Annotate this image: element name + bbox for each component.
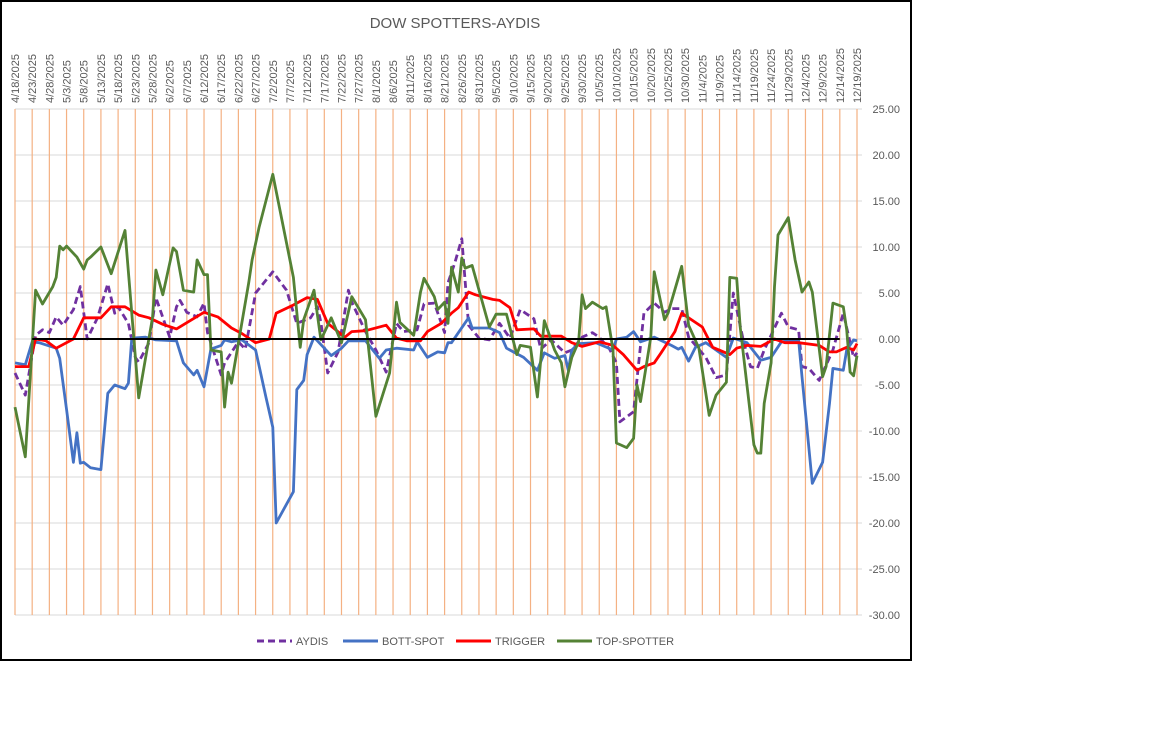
x-tick-label: 4/18/2025 (10, 54, 22, 103)
x-tick-label: 8/1/2025 (371, 60, 383, 103)
x-tick-label: 9/15/2025 (526, 54, 538, 103)
x-tick-label: 7/17/2025 (319, 54, 331, 103)
x-tick-label: 12/4/2025 (800, 54, 812, 103)
legend-label: TRIGGER (495, 636, 545, 648)
x-axis-ticks: 4/18/2025 4/23/2025 4/28/2025 5/3/2025 5/8/2… (10, 48, 864, 103)
x-tick-label: 9/5/2025 (491, 60, 503, 103)
y-tick-label: 15.00 (872, 196, 900, 208)
x-tick-label: 11/9/2025 (715, 55, 727, 103)
x-tick-label: 6/7/2025 (182, 60, 194, 103)
x-tick-label: 8/21/2025 (440, 54, 452, 103)
series-line-bott-spot (14, 316, 858, 525)
x-tick-label: 7/7/2025 (285, 60, 297, 103)
x-tick-label: 10/15/2025 (629, 48, 641, 103)
x-tick-label: 4/28/2025 (44, 54, 56, 103)
series-line-top-spotter (13, 172, 859, 459)
x-tick-label: 11/19/2025 (749, 49, 761, 103)
y-tick-label: -20.00 (869, 518, 900, 530)
y-tick-label: -10.00 (869, 426, 900, 438)
x-tick-label: 11/14/2025 (732, 49, 744, 103)
x-tick-label: 12/14/2025 (835, 48, 847, 103)
x-tick-label: 7/22/2025 (336, 54, 348, 103)
x-tick-label: 10/10/2025 (611, 48, 623, 103)
x-tick-label: 11/24/2025 (766, 49, 778, 103)
x-tick-label: 7/27/2025 (354, 54, 366, 103)
x-tick-label: 9/10/2025 (508, 54, 520, 103)
x-tick-label: 5/23/2025 (130, 54, 142, 103)
x-tick-label: 12/19/2025 (852, 48, 864, 103)
y-tick-label: 10.00 (872, 242, 900, 254)
x-tick-label: 7/12/2025 (302, 54, 314, 103)
series-lines (13, 172, 859, 525)
legend-label: AYDIS (296, 636, 328, 648)
y-axis-ticks: 25.00 20.00 15.00 10.00 5.00 0.00 -5.00 -10.00 -… (869, 104, 900, 622)
x-tick-label: 5/8/2025 (79, 60, 91, 103)
x-tick-label: 8/16/2025 (422, 54, 434, 103)
legend-label: BOTT-SPOT (382, 636, 445, 648)
x-tick-label: 10/30/2025 (680, 48, 692, 103)
x-tick-label: 8/26/2025 (457, 54, 469, 103)
x-tick-label: 11/4/2025 (697, 55, 709, 103)
x-tick-label: 4/23/2025 (27, 54, 39, 103)
x-tick-label: 8/11/2025 (405, 55, 417, 103)
x-tick-label: 10/25/2025 (663, 48, 675, 103)
y-tick-label: 25.00 (872, 104, 900, 116)
chart-title: DOW SPOTTERS-AYDIS (370, 15, 541, 32)
x-tick-label: 5/28/2025 (147, 54, 159, 103)
series-line-trigger (15, 290, 859, 372)
x-tick-label: 8/6/2025 (388, 60, 400, 103)
x-tick-label: 9/25/2025 (560, 54, 572, 103)
x-tick-label: 6/22/2025 (233, 54, 245, 103)
x-tick-label: 8/31/2025 (474, 54, 486, 103)
x-tick-label: 12/9/2025 (818, 54, 830, 103)
x-tick-label: 5/18/2025 (113, 54, 125, 103)
x-tick-label: 6/27/2025 (251, 54, 263, 103)
series-line-aydis (13, 237, 859, 424)
x-tick-label: 7/2/2025 (268, 60, 280, 103)
y-tick-label: 20.00 (872, 150, 900, 162)
y-tick-label: 0.00 (879, 334, 900, 346)
x-tick-label: 6/2/2025 (165, 60, 177, 103)
y-tick-label: -30.00 (869, 610, 900, 622)
x-tick-label: 6/17/2025 (216, 54, 228, 103)
x-tick-label: 5/13/2025 (96, 54, 108, 103)
x-tick-label: 10/20/2025 (646, 48, 658, 103)
x-tick-label: 9/30/2025 (577, 54, 589, 103)
y-tick-label: -5.00 (875, 380, 900, 392)
x-tick-label: 9/20/2025 (543, 54, 555, 103)
y-tick-label: 5.00 (879, 288, 900, 300)
x-tick-label: 5/3/2025 (62, 60, 74, 103)
y-tick-label: -25.00 (869, 564, 900, 576)
legend: AYDIS BOTT-SPOT TRIGGER TOP-SPOTTER (257, 636, 674, 648)
y-tick-label: -15.00 (869, 472, 900, 484)
gridlines (14, 108, 862, 616)
x-tick-label: 10/5/2025 (594, 54, 606, 103)
x-tick-label: 6/12/2025 (199, 54, 211, 103)
legend-label: TOP-SPOTTER (596, 636, 674, 648)
x-tick-label: 11/29/2025 (783, 49, 795, 103)
